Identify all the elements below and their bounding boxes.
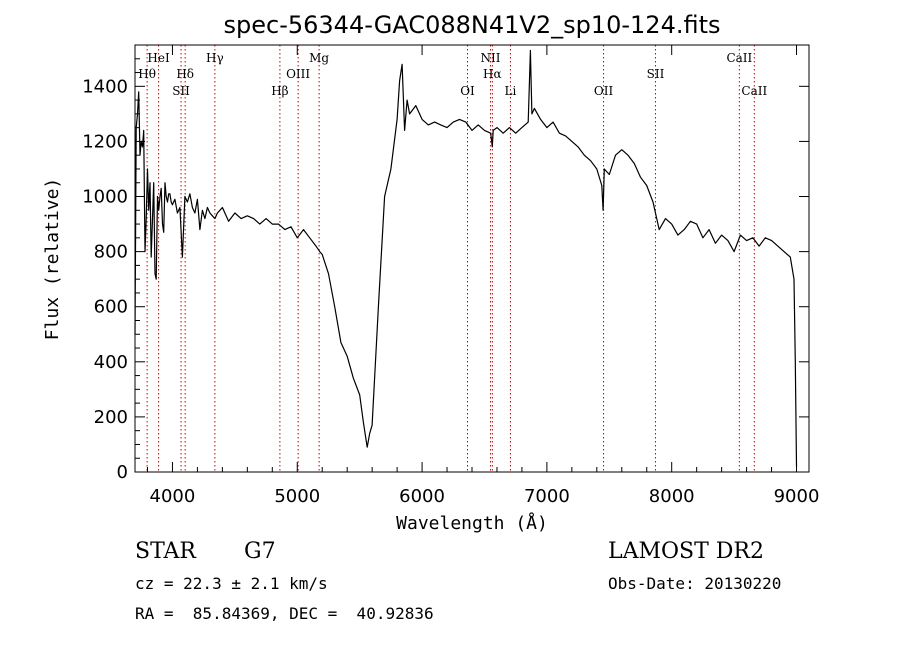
- obs-date: Obs-Date: 20130220: [608, 574, 782, 593]
- y-tick-label-0: 0: [117, 462, 128, 483]
- object-class: STAR: [135, 539, 196, 564]
- y-tick-label-5: 1000: [82, 187, 128, 208]
- survey-name: LAMOST DR2: [608, 539, 764, 564]
- coordinates: RA = 85.84369, DEC = 40.92836: [135, 604, 434, 623]
- object-subclass: G7: [244, 539, 276, 564]
- line-label-1: HeI: [147, 51, 170, 65]
- y-axis-label: Flux (relative): [42, 178, 63, 341]
- line-label-3: Hδ: [176, 67, 194, 81]
- y-tick-label-6: 1200: [82, 131, 128, 152]
- y-tick-label-2: 400: [94, 352, 128, 373]
- line-label-4: Hγ: [206, 51, 224, 65]
- line-label-13: SII: [647, 67, 665, 81]
- line-label-14: CaII: [726, 51, 752, 65]
- spectrum-layer: [134, 49, 798, 467]
- x-tick-label-2: 6000: [399, 486, 445, 507]
- line-label-6: OIII: [286, 67, 310, 81]
- line-label-8: OI: [460, 84, 475, 98]
- x-tick-label-3: 7000: [524, 486, 570, 507]
- line-label-0: Hθ: [138, 67, 156, 81]
- chart-title: spec-56344-GAC088N41V2_sp10-124.fits: [224, 11, 721, 39]
- line-label-7: Mg: [309, 51, 329, 65]
- x-tick-label-4: 8000: [649, 486, 695, 507]
- line-label-9: NII: [480, 51, 500, 65]
- axes: 4000 5000 6000 7000 8000 9000 0 200 400 600 800 100…: [82, 45, 819, 507]
- line-label-10: Hα: [483, 67, 502, 81]
- line-label-5: Hβ: [271, 84, 288, 98]
- line-label-2: SII: [172, 84, 190, 98]
- line-label-11: Li: [505, 84, 517, 98]
- y-tick-label-3: 600: [94, 297, 128, 318]
- redshift-value: cz = 22.3 ± 2.1 km/s: [135, 574, 328, 593]
- line-label-15: CaII: [741, 84, 767, 98]
- y-tick-label-1: 200: [94, 407, 128, 428]
- line-label-12: OII: [594, 84, 614, 98]
- x-tick-label-0: 4000: [150, 486, 196, 507]
- x-tick-label-1: 5000: [274, 486, 320, 507]
- y-tick-label-7: 1400: [82, 76, 128, 97]
- x-axis-label: Wavelength (Å): [396, 512, 548, 534]
- plot-frame: [134, 44, 810, 473]
- x-tick-label-5: 9000: [774, 486, 820, 507]
- y-tick-label-4: 800: [94, 242, 128, 263]
- spectrum-line: [134, 49, 798, 467]
